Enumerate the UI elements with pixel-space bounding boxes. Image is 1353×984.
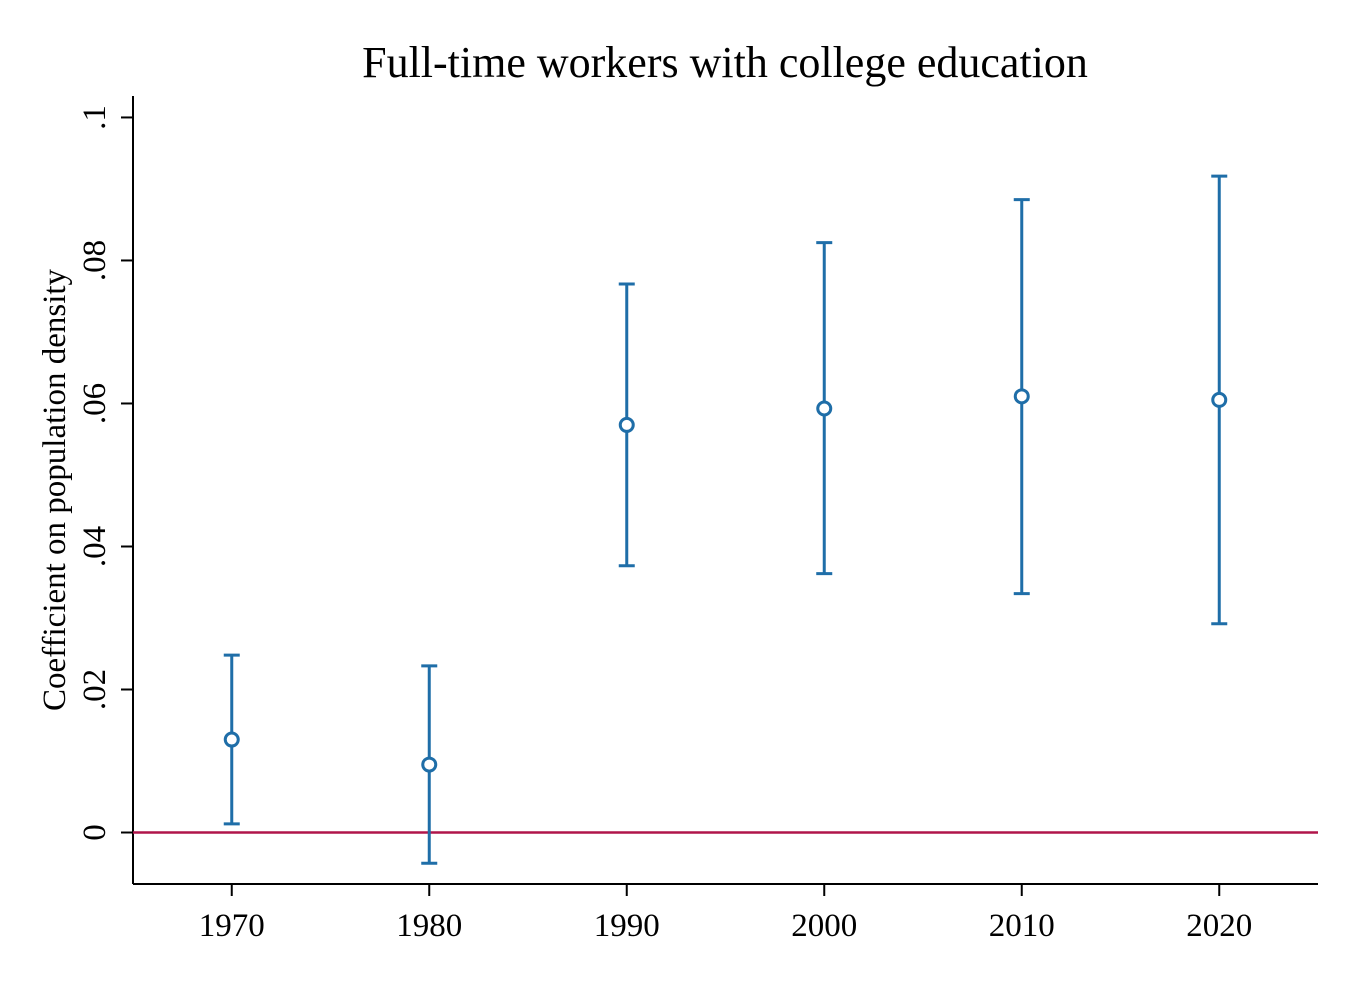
point-estimate-marker: [1013, 388, 1030, 405]
point-estimate-marker: [816, 400, 833, 417]
x-tick-label: 1970: [199, 908, 265, 944]
x-tick-label: 2020: [1186, 908, 1252, 944]
x-tick-label: 2010: [989, 908, 1055, 944]
point-estimate-marker: [223, 731, 240, 748]
y-axis-title: Coefficient on population density: [37, 268, 73, 711]
y-tick-label: 0: [77, 824, 113, 841]
x-tick-label: 2000: [791, 908, 857, 944]
y-tick-label: .1: [77, 105, 113, 130]
plot-area: 0 .02 .04 .06 .08 .1 1970 1980 1990 2000 2010 2020: [77, 96, 1318, 944]
point-estimate-marker: [618, 416, 635, 433]
y-tick-label: .06: [77, 383, 113, 424]
point-estimate-marker: [421, 756, 438, 773]
y-tick-label: .04: [77, 526, 113, 567]
y-tick-label: .08: [77, 240, 113, 281]
point-estimate-marker: [1211, 391, 1228, 408]
y-tick-label: .02: [77, 669, 113, 710]
chart-title: Full-time workers with college education: [362, 38, 1088, 87]
x-tick-label: 1980: [396, 908, 462, 944]
x-tick-label: 1990: [594, 908, 660, 944]
